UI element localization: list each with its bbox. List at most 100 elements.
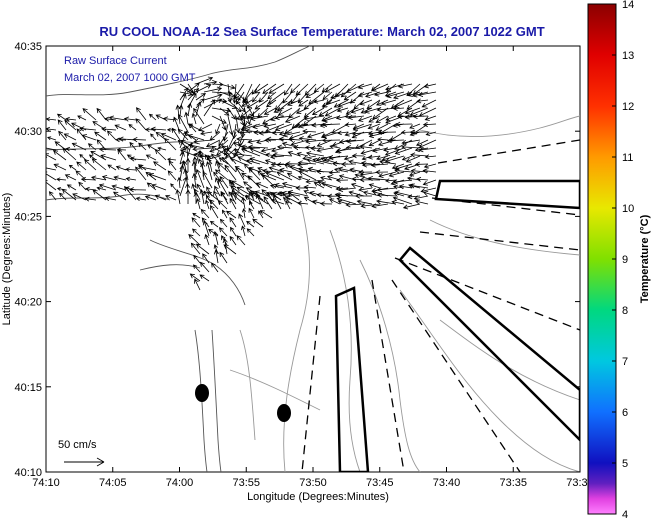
current-vector [336, 197, 357, 205]
current-vector [288, 131, 309, 140]
current-vector [311, 107, 325, 116]
current-vector [367, 123, 381, 130]
current-vector [303, 189, 317, 197]
current-vector [241, 172, 253, 181]
current-vector [125, 167, 137, 172]
current-vector [221, 156, 237, 173]
current-vector [79, 153, 87, 161]
current-vector [371, 203, 389, 209]
current-vector [194, 188, 201, 201]
current-vector [222, 209, 228, 219]
current-vector [179, 149, 197, 157]
current-vector [46, 171, 57, 181]
current-vector [392, 196, 413, 205]
current-vector [202, 220, 210, 237]
y-axis-ticks: 40:35 40:30 40:25 40:20 40:15 40:10 [14, 41, 580, 479]
current-vector [211, 262, 219, 273]
current-vector [296, 200, 309, 206]
current-vector [46, 136, 57, 141]
current-vector [334, 83, 349, 98]
current-vector [128, 187, 147, 193]
current-vector [259, 210, 273, 219]
current-vector [113, 175, 127, 181]
current-vector [271, 147, 285, 153]
current-vector [100, 154, 117, 161]
current-vector [147, 144, 157, 151]
current-vector [59, 192, 67, 201]
current-vector [384, 147, 405, 156]
current-vector [354, 193, 373, 199]
current-vector [77, 115, 87, 121]
current-vector [303, 184, 317, 190]
current-vector [381, 155, 397, 162]
current-vector [424, 115, 437, 121]
current-vector [160, 132, 177, 141]
site-marker [277, 404, 291, 422]
current-vector [305, 151, 325, 157]
current-vector [367, 175, 389, 182]
current-vector [383, 147, 397, 153]
current-vector [385, 115, 405, 124]
current-vector [98, 146, 117, 153]
current-vector [422, 168, 437, 174]
current-vector [422, 179, 437, 186]
current-vector [305, 138, 325, 145]
current-vector [293, 145, 309, 151]
current-vector [135, 166, 147, 181]
current-vector [359, 144, 373, 150]
current-vector [61, 188, 77, 201]
current-vector [287, 99, 301, 106]
current-vector [258, 91, 269, 103]
current-vector [298, 99, 309, 107]
y-tick-label: 40:25 [14, 211, 42, 223]
current-vector [303, 99, 317, 110]
transect-lines [301, 139, 580, 472]
current-vector [198, 123, 213, 132]
current-vector [238, 213, 246, 228]
current-vector [107, 164, 117, 171]
current-vector [150, 126, 167, 132]
current-vector [305, 145, 317, 150]
current-vector [46, 117, 57, 122]
current-vector [361, 162, 381, 168]
current-vector [240, 147, 261, 157]
current-vector [65, 116, 77, 122]
current-vector [195, 84, 212, 93]
current-vector [284, 123, 301, 134]
current-vector [64, 119, 77, 131]
current-vector [282, 91, 293, 104]
current-vector [340, 83, 357, 98]
x-tick-label: 73:50 [299, 477, 327, 489]
current-vector [81, 134, 97, 141]
current-vector [360, 203, 381, 209]
current-vector [219, 218, 228, 228]
current-vector [395, 121, 413, 127]
current-vector [240, 225, 246, 237]
current-vector [223, 244, 237, 255]
current-vector [217, 162, 229, 173]
current-vector [191, 217, 201, 228]
current-vector [246, 158, 261, 165]
current-vector [199, 261, 210, 273]
current-vector [417, 91, 437, 97]
current-vector [195, 198, 201, 210]
current-vector [191, 172, 198, 189]
current-vector [164, 137, 177, 151]
current-vector [58, 130, 67, 141]
current-vector [247, 175, 261, 189]
current-vector [101, 175, 117, 181]
current-vector [167, 157, 177, 162]
current-vector [320, 175, 333, 181]
current-vector [229, 235, 237, 246]
current-vector [164, 194, 177, 201]
current-vector [218, 178, 229, 197]
x-tick-label: 73:35 [499, 477, 527, 489]
current-vector [282, 131, 301, 138]
current-vector [63, 133, 77, 141]
current-vector [223, 148, 237, 165]
current-vector [233, 151, 253, 157]
current-vector [305, 91, 317, 98]
current-vector [357, 115, 373, 122]
current-vector [414, 147, 429, 153]
